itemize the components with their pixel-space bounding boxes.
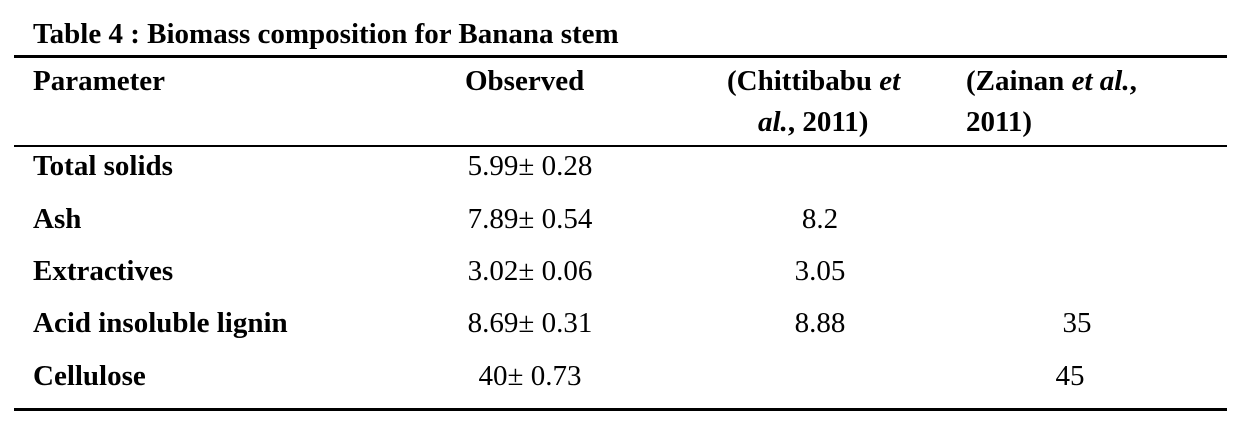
header-zainan-line2: 2011)	[966, 106, 1033, 138]
row-observed: 40± 0.73	[478, 360, 582, 392]
header-zainan-comma: ,	[1129, 65, 1137, 97]
row-chittibabu: 8.88	[794, 307, 846, 339]
table-title: Table 4 : Biomass composition for Banana…	[33, 18, 619, 50]
row-observed: 5.99± 0.28	[467, 150, 593, 182]
header-chittibabu-et: et	[879, 65, 901, 97]
row-chittibabu: 8.2	[801, 203, 839, 235]
header-observed: Observed	[465, 65, 585, 97]
row-parameter: Total solids	[33, 150, 173, 182]
row-observed: 8.69± 0.31	[467, 307, 593, 339]
header-zainan-etal: et al.	[1071, 65, 1130, 97]
header-chittibabu: (Chittibabu et	[727, 60, 900, 102]
row-observed: 3.02± 0.06	[467, 255, 593, 287]
row-observed: 7.89± 0.54	[467, 203, 593, 235]
header-parameter: Parameter	[33, 65, 166, 97]
header-chittibabu-text-1: (Chittibabu	[727, 65, 880, 97]
row-parameter: Acid insoluble lignin	[33, 307, 288, 339]
row-parameter: Cellulose	[33, 360, 146, 392]
table-bottom-rule	[14, 408, 1227, 411]
row-parameter: Ash	[33, 203, 82, 235]
row-zainan: 45	[1055, 360, 1085, 392]
table-top-rule	[14, 55, 1227, 58]
header-zainan: (Zainan et al.,	[966, 60, 1137, 102]
header-chittibabu-line2: al., 2011)	[758, 101, 868, 143]
row-chittibabu: 3.05	[794, 255, 846, 287]
header-chittibabu-al: al.	[758, 106, 788, 138]
row-parameter: Extractives	[33, 255, 174, 287]
header-zainan-text-1: (Zainan	[966, 65, 1072, 97]
header-chittibabu-year: , 2011)	[787, 106, 869, 138]
row-zainan: 35	[1062, 307, 1092, 339]
table-header-rule	[14, 145, 1227, 147]
